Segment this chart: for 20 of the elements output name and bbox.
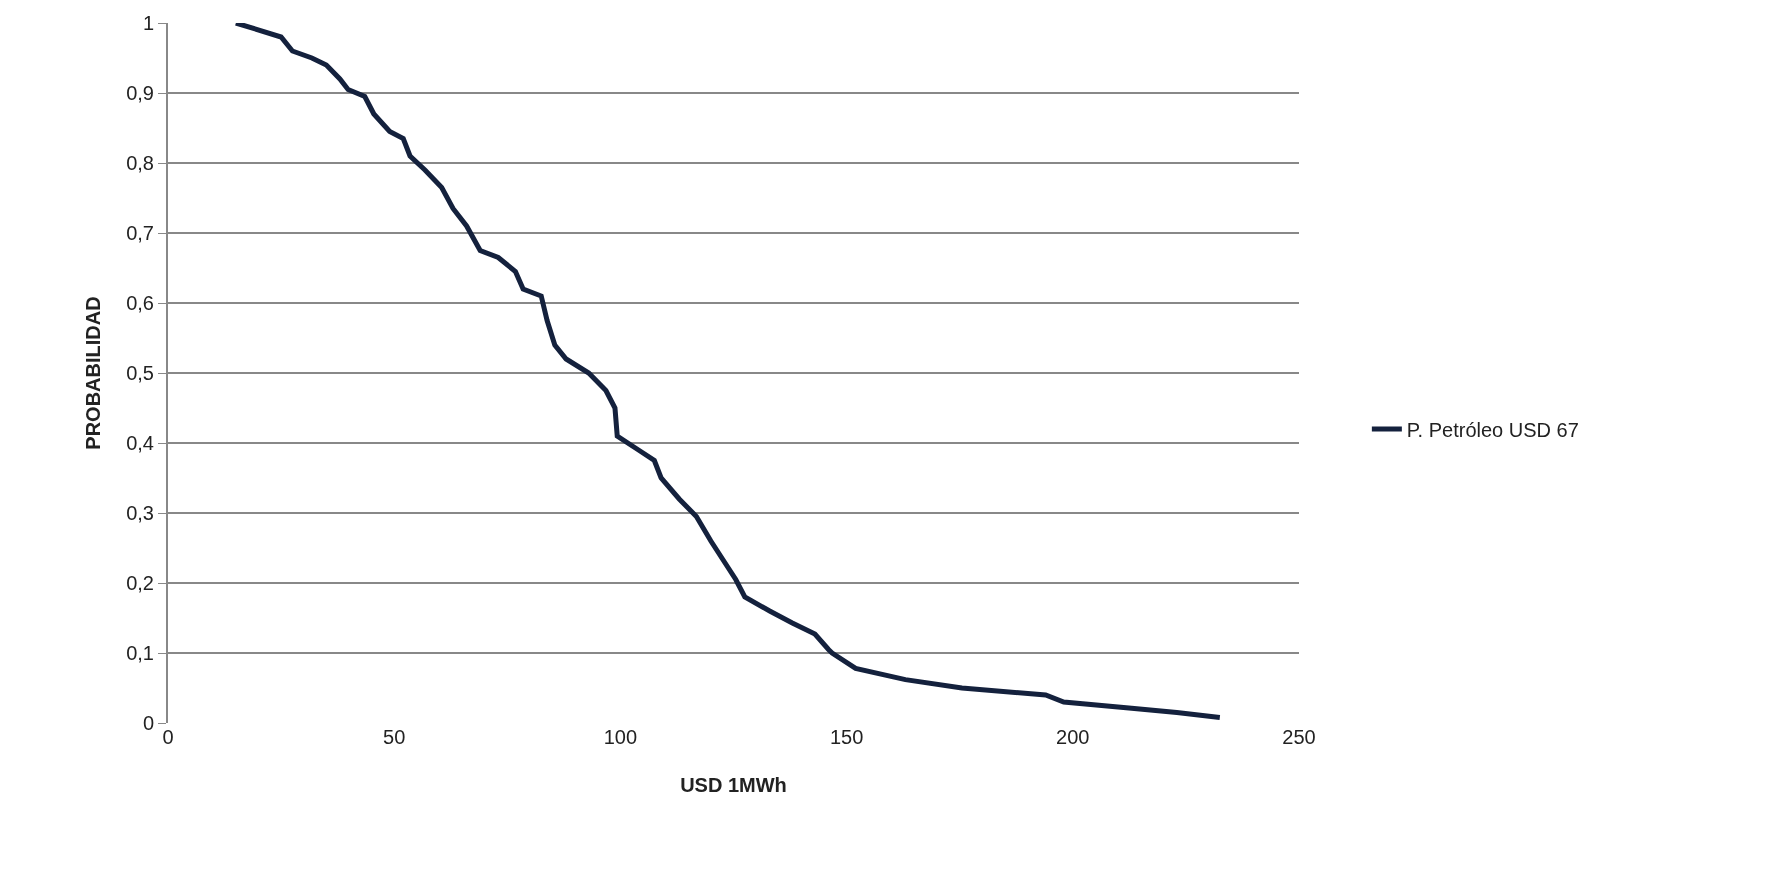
y-tick-label: 0,1 [126,642,154,664]
y-tick-label: 0,2 [126,572,154,594]
y-tick-label: 0,9 [126,82,154,104]
x-tick-label: 150 [829,726,864,748]
x-tick-label: 250 [1282,726,1316,748]
y-tick-label: 0,3 [126,502,154,524]
y-axis-title: PROBABILIDAD [82,296,105,450]
y-tick-label: 1 [142,12,154,34]
y-tick-label: 0,8 [126,152,154,174]
x-tick-label: 0 [162,726,174,748]
legend-label: P. Petróleo USD 67 [1406,418,1579,441]
x-tick-label: 200 [1056,726,1090,748]
y-tick-label: 0,6 [126,292,154,314]
y-tick-label: 0 [142,712,154,734]
y-tick-label: 0,7 [126,222,154,244]
x-tick-label: 50 [383,726,406,748]
x-axis-title: USD 1MWh [680,773,787,796]
x-tick-label: 100 [603,726,638,748]
y-tick-label: 0,5 [126,362,154,384]
y-tick-label: 0,4 [126,432,154,454]
